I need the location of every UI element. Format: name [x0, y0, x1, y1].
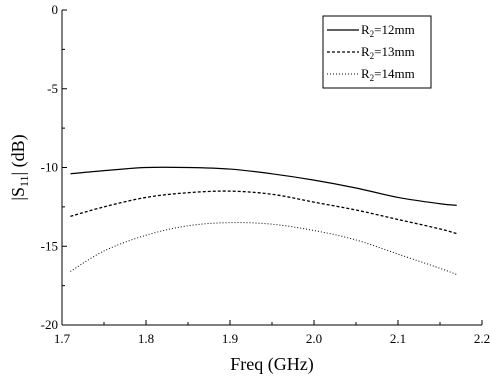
- y-tick-label: 0: [52, 2, 59, 17]
- legend-label-main: R: [361, 22, 370, 37]
- x-tick-label: 2.2: [474, 331, 490, 346]
- x-tick-label: 2.1: [390, 331, 406, 346]
- y-axis-title: |S11| (dB): [8, 134, 31, 200]
- legend-label-main: R: [361, 44, 370, 59]
- legend-label-main: R: [361, 66, 370, 81]
- y-axis-title-sub: 11: [17, 175, 31, 187]
- y-axis-ticks: 0 -5 -10 -15 -20: [41, 2, 67, 332]
- legend-label-rest: =13mm: [374, 44, 415, 59]
- legend-label-sub: 2: [370, 73, 375, 83]
- y-tick-label: -20: [41, 317, 58, 332]
- legend-label-2: R2=13mm: [361, 44, 415, 61]
- x-axis-ticks: 1.7 1.8 1.9 2.0 2.1 2.2: [54, 320, 490, 346]
- y-tick-label: -5: [47, 81, 58, 96]
- y-axis-title-rest: | (dB): [8, 134, 29, 175]
- legend-label-sub: 2: [370, 51, 375, 61]
- x-tick-label: 1.7: [54, 331, 71, 346]
- x-tick-label: 2.0: [306, 331, 322, 346]
- y-tick-label: -10: [41, 160, 58, 175]
- legend-box: [322, 15, 432, 89]
- x-tick-label: 1.8: [138, 331, 154, 346]
- legend-label-sub: 2: [370, 29, 375, 39]
- legend-label-rest: =12mm: [374, 22, 415, 37]
- legend-label-rest: =14mm: [374, 66, 415, 81]
- series-lines: [70, 166, 457, 276]
- x-tick-label: 1.9: [222, 331, 238, 346]
- x-axis-title: Freq (GHz): [230, 354, 313, 375]
- series-line-2: [70, 190, 457, 235]
- legend-label-1: R2=12mm: [361, 22, 415, 39]
- legend-label-3: R2=14mm: [361, 66, 415, 83]
- y-axis-title-main: |S: [8, 187, 28, 201]
- series-line-3: [70, 222, 457, 276]
- series-line-1: [70, 166, 457, 206]
- y-tick-label: -15: [41, 238, 58, 253]
